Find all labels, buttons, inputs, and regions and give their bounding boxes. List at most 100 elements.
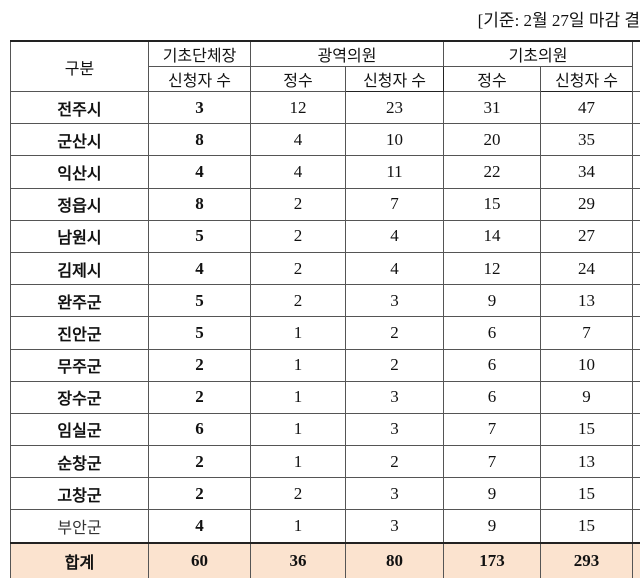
cell: 31 <box>443 90 542 125</box>
cell: 2 <box>344 348 445 382</box>
clipped-cell <box>632 445 640 479</box>
clipped-cell <box>632 477 640 511</box>
cell: 14 <box>443 219 542 253</box>
cell: 23 <box>344 90 445 125</box>
cell: 20 <box>443 123 542 157</box>
clipped-cell <box>632 284 640 318</box>
cell: 11 <box>344 155 445 189</box>
header-clipped <box>632 40 640 92</box>
cell: 6 <box>148 412 251 447</box>
cell: 1 <box>250 412 346 447</box>
cell: 10 <box>344 123 445 157</box>
cell: 9 <box>443 477 542 511</box>
cell: 3 <box>344 477 445 511</box>
row: 고창군 2 2 3 9 15 <box>10 477 640 511</box>
cell: 2 <box>250 251 346 286</box>
cell: 6 <box>443 348 542 382</box>
region: 김제시 <box>10 251 149 286</box>
cell: 1 <box>250 445 346 479</box>
header-local: 기초의원 <box>443 40 634 67</box>
region: 합계 <box>10 541 149 578</box>
clipped-cell <box>632 123 640 157</box>
cell: 36 <box>250 541 346 578</box>
cell: 80 <box>344 541 445 578</box>
header-applicants: 신청자 수 <box>540 66 634 92</box>
region: 익산시 <box>10 155 149 189</box>
header-metro: 광역의원 <box>249 40 445 67</box>
cell: 15 <box>443 187 542 221</box>
cell: 9 <box>443 509 542 544</box>
row: 진안군 5 1 2 6 7 <box>10 316 640 350</box>
row: 임실군 6 1 3 7 15 <box>10 412 640 447</box>
cell: 2 <box>250 187 346 221</box>
region: 장수군 <box>10 380 149 414</box>
cell: 8 <box>148 187 251 221</box>
cell: 7 <box>443 412 542 447</box>
region: 무주군 <box>10 348 149 382</box>
cell: 6 <box>443 316 542 350</box>
cell: 2 <box>148 380 251 414</box>
cell: 22 <box>443 155 542 189</box>
header-group: 구분 <box>10 40 149 92</box>
note: [기준: 2월 27일 마감 결 <box>477 11 640 30</box>
clipped-cell <box>632 187 640 221</box>
cell: 12 <box>250 90 346 125</box>
cell: 13 <box>540 284 634 318</box>
cell: 2 <box>344 316 445 350</box>
header-mayor: 신청자 수 <box>148 66 251 92</box>
row: 군산시 8 4 10 20 35 <box>10 123 640 157</box>
cell: 35 <box>540 123 634 157</box>
cell: 7 <box>344 187 445 221</box>
cell: 3 <box>344 284 445 318</box>
row: 전주시 3 12 23 31 47 <box>10 90 640 125</box>
cell: 15 <box>540 412 634 447</box>
cell: 5 <box>148 316 251 350</box>
cell: 4 <box>148 509 251 544</box>
row: 무주군 2 1 2 6 10 <box>10 348 640 382</box>
region: 전주시 <box>10 90 149 125</box>
header-applicants: 신청자 수 <box>344 66 445 92</box>
clipped-cell <box>632 541 640 578</box>
clipped-cell <box>632 348 640 382</box>
cell: 3 <box>344 509 445 544</box>
row: 남원시 5 2 4 14 27 <box>10 219 640 253</box>
clipped-cell <box>632 90 640 125</box>
cell: 1 <box>250 509 346 544</box>
clipped-cell <box>632 509 640 544</box>
cell: 47 <box>540 90 634 125</box>
cell: 3 <box>344 412 445 447</box>
cell: 4 <box>250 155 346 189</box>
clipped-cell <box>632 251 640 286</box>
region: 임실군 <box>10 412 149 447</box>
table-wrap: 구분 기초단체장 광역의원 기초의원 신청자 수 정수 신청자 수 정수 신청자… <box>10 40 640 578</box>
table-body: 전주시 3 12 23 31 47 군산시 8 4 10 20 35 익산시 4 4 11 22 34 정읍시 8 2 7… <box>10 90 640 578</box>
region: 군산시 <box>10 123 149 157</box>
cell: 4 <box>148 155 251 189</box>
cell: 5 <box>148 219 251 253</box>
cell: 13 <box>540 445 634 479</box>
cell: 15 <box>540 509 634 544</box>
cell: 7 <box>540 316 634 350</box>
row: 순창군 2 1 2 7 13 <box>10 445 640 479</box>
cell: 2 <box>148 445 251 479</box>
cell: 4 <box>250 123 346 157</box>
row: 장수군 2 1 3 6 9 <box>10 380 640 414</box>
cell: 2 <box>148 348 251 382</box>
cell: 3 <box>148 90 251 125</box>
cell: 10 <box>540 348 634 382</box>
clipped-cell <box>632 219 640 253</box>
cell: 2 <box>250 284 346 318</box>
cell: 4 <box>344 251 445 286</box>
cell: 173 <box>443 541 542 578</box>
cell: 27 <box>540 219 634 253</box>
cell: 12 <box>443 251 542 286</box>
cell: 2 <box>148 477 251 511</box>
clipped-cell <box>632 412 640 447</box>
total-row: 합계 60 36 80 173 293 <box>10 541 640 578</box>
cell: 3 <box>344 380 445 414</box>
cell: 293 <box>540 541 634 578</box>
cell: 1 <box>250 380 346 414</box>
region: 정읍시 <box>10 187 149 221</box>
region: 완주군 <box>10 284 149 318</box>
